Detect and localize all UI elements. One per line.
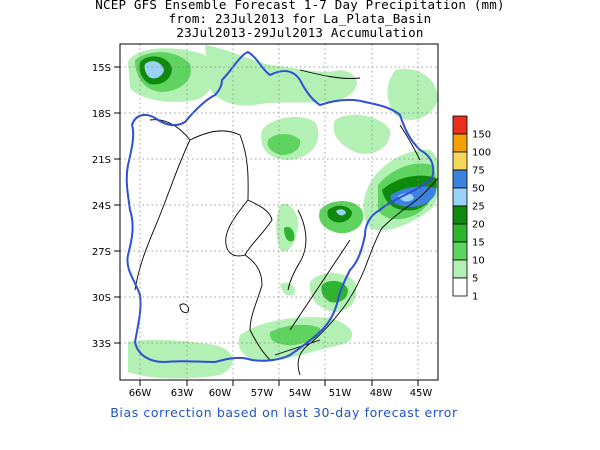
precip-area-nw-peak — [144, 61, 164, 79]
legend-label: 150 — [472, 130, 491, 141]
legend-swatch — [452, 115, 468, 135]
lat-label: 21S — [92, 155, 111, 166]
precip-area-central-core — [267, 134, 301, 156]
lat-label: 24S — [92, 201, 111, 212]
lon-label: 60W — [209, 388, 232, 399]
legend-swatch — [452, 277, 468, 297]
lat-label: 33S — [92, 339, 111, 350]
legend-swatch — [452, 187, 468, 207]
lon-label: 63W — [171, 388, 194, 399]
map-title-line-1: NCEP GFS Ensemble Forecast 1-7 Day Preci… — [95, 0, 505, 12]
lat-label: 30S — [92, 293, 111, 304]
lon-label: 57W — [251, 388, 274, 399]
lat-label: 27S — [92, 247, 111, 258]
lon-label: 66W — [129, 388, 152, 399]
bias-correction-note: Bias correction based on last 30-day for… — [110, 405, 458, 420]
precip-area-southern-coast-core — [269, 324, 321, 346]
precip-area-small-w — [280, 282, 295, 296]
precip-area-southwest — [128, 339, 233, 379]
lon-label: 51W — [329, 388, 352, 399]
precip-area-mid-east-peak — [336, 209, 346, 216]
precip-area-north-east — [387, 69, 438, 120]
legend-label: 15 — [472, 238, 485, 249]
lon-label: 45W — [410, 388, 433, 399]
legend-label: 1 — [472, 292, 478, 303]
legend-swatch — [452, 133, 468, 153]
country-borders — [134, 69, 421, 361]
precip-area-central-east — [333, 114, 391, 154]
legend-label: 75 — [472, 166, 485, 177]
coastline — [297, 177, 438, 376]
precip-area-south-central-core — [284, 226, 295, 242]
map-gridlines — [120, 44, 438, 380]
legend-label: 5 — [472, 274, 478, 285]
basin-outline — [125, 50, 435, 364]
map-title-line-3: 23Jul2013-29Jul2013 Accumulation — [176, 25, 424, 40]
legend-label: 100 — [472, 148, 491, 159]
latitude-ticks — [114, 66, 120, 344]
longitude-ticks — [139, 380, 419, 386]
lon-label: 48W — [370, 388, 393, 399]
legend-label: 25 — [472, 202, 485, 213]
lat-label: 18S — [92, 109, 111, 120]
legend-label: 50 — [472, 184, 485, 195]
legend-swatch — [452, 259, 468, 279]
lat-label: 15S — [92, 63, 111, 74]
precip-area-east-coast-peak — [398, 193, 414, 202]
precip-area-north — [205, 45, 357, 106]
legend-label: 10 — [472, 256, 485, 267]
lon-label: 54W — [289, 388, 312, 399]
legend-swatch — [452, 169, 468, 189]
precip-legend: 150 100 75 50 25 20 15 10 5 1 — [452, 115, 491, 303]
map-title-line-2: from: 23Jul2013 for La_Plata_Basin — [168, 11, 432, 26]
legend-swatch — [452, 151, 468, 171]
legend-swatch — [452, 223, 468, 243]
legend-swatch — [452, 241, 468, 261]
precip-area-southeast — [385, 298, 438, 344]
precipitation-field — [128, 45, 438, 379]
legend-label: 20 — [472, 220, 485, 231]
legend-swatch — [452, 205, 468, 225]
